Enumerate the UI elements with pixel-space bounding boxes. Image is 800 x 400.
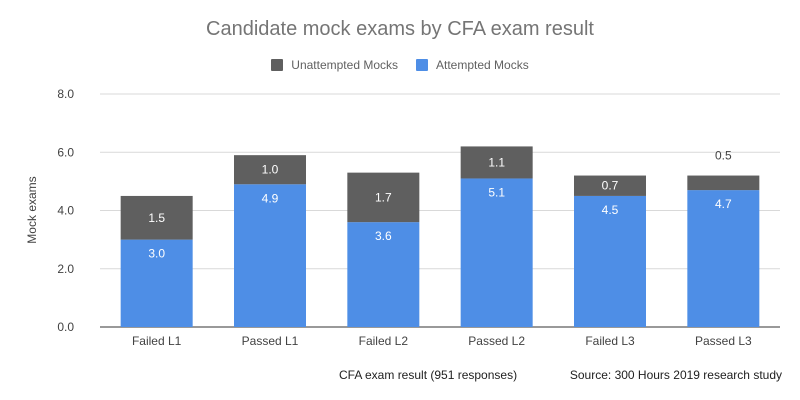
legend-item-unattempted: Unattempted Mocks — [271, 58, 398, 72]
x-tick-label: Failed L3 — [585, 334, 635, 348]
chart-title: Candidate mock exams by CFA exam result — [206, 18, 594, 40]
source-note: Source: 300 Hours 2019 research study — [569, 368, 782, 382]
legend-label-unattempted: Unattempted Mocks — [291, 58, 398, 72]
bar-attempted — [687, 190, 760, 327]
data-label-unattempted: 1.7 — [375, 190, 392, 204]
bar-attempted — [574, 195, 646, 327]
legend-item-attempted: Attempted Mocks — [416, 58, 529, 72]
bar-unattempted — [687, 175, 760, 191]
data-label-unattempted: 1.1 — [488, 155, 505, 169]
bar-attempted — [460, 178, 533, 327]
x-axis-label: CFA exam result (951 responses) — [339, 368, 518, 382]
bar-unattempted — [460, 146, 533, 179]
data-label-attempted: 3.6 — [375, 229, 392, 243]
data-label-attempted: 4.5 — [602, 203, 619, 217]
x-tick-label: Passed L2 — [468, 334, 525, 348]
legend-swatch-attempted — [416, 59, 428, 71]
bar-unattempted — [120, 195, 193, 240]
y-tick-label: 4.0 — [57, 204, 74, 218]
bar-unattempted — [347, 172, 420, 223]
data-label-attempted: 3.0 — [148, 247, 165, 261]
bar-attempted — [347, 222, 420, 327]
data-label-attempted: 5.1 — [488, 185, 505, 199]
legend-label-attempted: Attempted Mocks — [436, 58, 529, 72]
x-tick-label: Failed L1 — [132, 334, 182, 348]
data-label-attempted: 4.9 — [262, 191, 279, 205]
x-tick-label: Failed L2 — [359, 334, 409, 348]
bar-attempted — [234, 184, 306, 327]
data-label-unattempted: 0.5 — [715, 149, 732, 163]
y-tick-label: 2.0 — [57, 262, 74, 276]
x-tick-label: Passed L1 — [242, 334, 299, 348]
y-tick-label: 8.0 — [57, 87, 74, 101]
y-tick-label: 6.0 — [57, 145, 74, 159]
data-label-unattempted: 1.5 — [148, 211, 165, 225]
bar-unattempted — [574, 175, 646, 196]
data-label-attempted: 4.7 — [715, 197, 732, 211]
legend-swatch-unattempted — [271, 59, 284, 71]
legend: Unattempted Mocks Attempted Mocks — [0, 58, 800, 72]
data-label-unattempted: 1.0 — [262, 163, 279, 177]
bar-unattempted — [234, 155, 306, 185]
bar-attempted — [120, 239, 193, 327]
y-tick-label: 0.0 — [57, 320, 74, 334]
x-tick-label: Passed L3 — [695, 334, 752, 348]
data-label-unattempted: 0.7 — [602, 179, 619, 193]
